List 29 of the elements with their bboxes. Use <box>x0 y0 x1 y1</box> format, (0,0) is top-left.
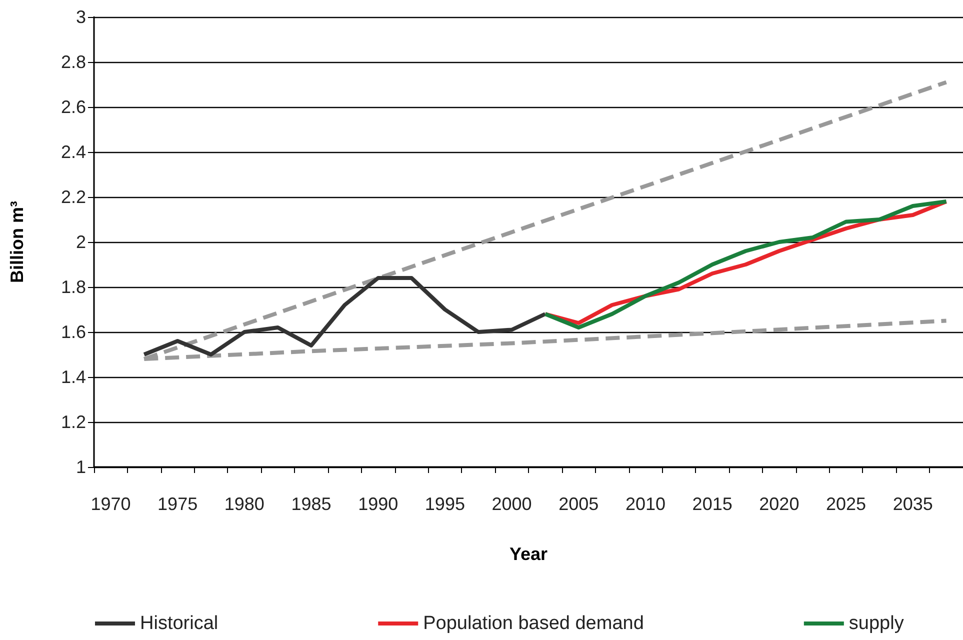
y-tick-label: 2.8 <box>60 52 86 72</box>
x-tick-label: 2020 <box>759 494 800 514</box>
x-tick-label: 1995 <box>424 494 465 514</box>
y-tick-label: 2 <box>76 232 86 252</box>
x-tick-label: 1975 <box>158 494 198 514</box>
x-tick-label: 2035 <box>892 494 933 514</box>
x-tick-label: 2010 <box>625 494 666 514</box>
y-tick-label: 1.6 <box>60 322 86 342</box>
y-tick-label: 3 <box>76 7 86 27</box>
x-axis-title: Year <box>509 544 548 564</box>
y-tick-label: 1.8 <box>60 277 86 297</box>
legend-label: Population based demand <box>423 613 644 634</box>
y-axis-title: Billion m³ <box>7 201 27 283</box>
y-tick-label: 1.4 <box>60 367 86 387</box>
x-tick-label: 1990 <box>358 494 398 514</box>
x-tick-label: 2005 <box>558 494 599 514</box>
legend-label: Historical <box>140 613 218 634</box>
legend-label: supply <box>848 613 904 634</box>
y-tick-label: 1 <box>76 457 86 477</box>
x-tick-label: 1985 <box>291 494 332 514</box>
x-tick-label: 1970 <box>90 494 131 514</box>
y-tick-label: 1.2 <box>60 412 86 432</box>
x-tick-label: 2025 <box>826 494 866 514</box>
y-tick-label: 2.4 <box>60 142 86 162</box>
y-tick-label: 2.6 <box>60 97 86 117</box>
y-tick-label: 2.2 <box>60 187 86 207</box>
x-tick-label: 2015 <box>692 494 732 514</box>
x-tick-label: 2000 <box>492 494 532 514</box>
x-tick-label: 1980 <box>224 494 264 514</box>
